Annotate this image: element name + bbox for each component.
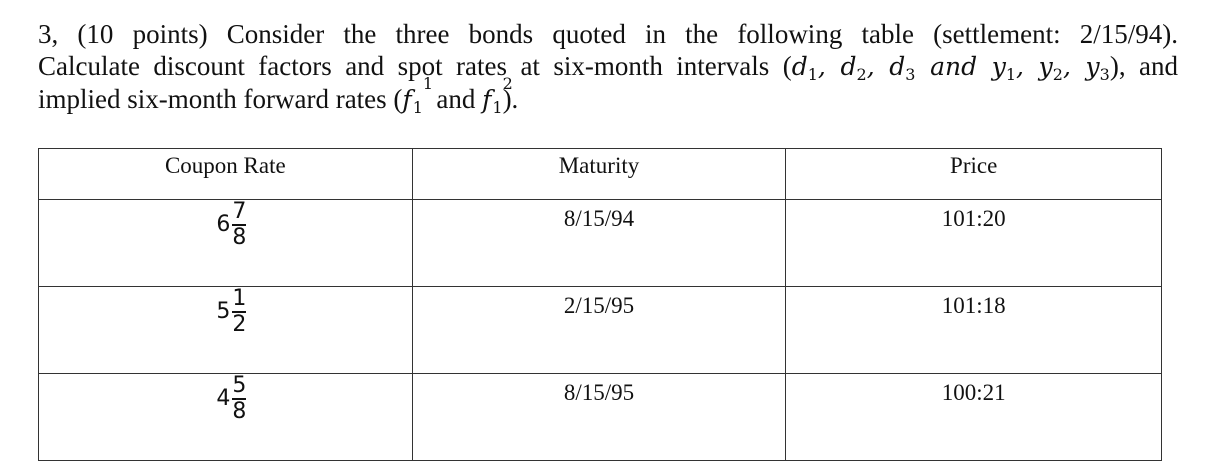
coupon-mixed-number: 5 1 2 [216,286,247,337]
coupon-mixed-number: 6 7 8 [216,199,247,250]
question-text: 3, (10 points) Consider the three bonds … [38,18,1178,116]
header-price: Price [785,148,1162,200]
fraction-bar [232,311,247,313]
table-row: 6 7 8 8/15/94 101:20 [38,199,1162,287]
price-cell: 101:20 [785,199,1162,287]
coupon-denominator: 8 [232,224,247,250]
forward-rate-f1-2: f1 2 [482,74,513,117]
table-row: 4 5 8 8/15/95 100:21 [38,373,1162,461]
coupon-rate-cell: 5 1 2 [38,286,413,374]
coupon-denominator: 8 [232,398,247,424]
coupon-mixed-number: 4 5 8 [216,373,247,424]
coupon-fraction: 5 8 [232,373,247,424]
coupon-denominator: 2 [232,311,247,337]
question-line-2-prefix: Calculate discount factors and spot rate… [38,51,792,81]
question-line-3-prefix: implied six-month forward rates ( [38,84,403,114]
coupon-numerator: 1 [232,286,247,311]
header-coupon-rate: Coupon Rate [38,148,413,200]
question-line-3-suffix: ). [502,84,519,114]
maturity-cell: 2/15/95 [411,286,787,374]
header-maturity: Maturity [411,148,787,200]
price-cell: 101:18 [785,286,1162,374]
coupon-whole: 6 [216,212,231,238]
coupon-whole: 4 [216,386,231,412]
price-cell: 100:21 [785,373,1162,461]
coupon-whole: 5 [216,299,231,325]
question-line-2: Calculate discount factors and spot rate… [38,50,1178,83]
table-row: 5 1 2 2/15/95 101:18 [38,286,1162,374]
fraction-bar [232,224,247,226]
and-word-text: and [436,84,476,114]
question-line-2-suffix: ), and [1109,51,1178,81]
forward-rate-f1-1: f1 1 [402,74,434,117]
discount-spot-variables: d1, d2, d3 and y1, y2, y3 [791,52,1110,84]
coupon-rate-cell: 6 7 8 [38,199,413,287]
coupon-numerator: 5 [232,373,247,398]
maturity-cell: 8/15/94 [411,199,787,287]
table-header-row: Coupon Rate Maturity Price [38,148,1162,200]
coupon-rate-cell: 4 5 8 [38,373,413,461]
coupon-fraction: 1 2 [232,286,247,337]
fraction-bar [232,398,247,400]
coupon-fraction: 7 8 [232,199,247,250]
coupon-numerator: 7 [232,199,247,224]
question-line-3: implied six-month forward rates (f1 1 and… [38,74,1178,117]
maturity-cell: 8/15/95 [411,373,787,461]
bond-table: Coupon Rate Maturity Price 6 7 8 8/15/94… [38,148,1162,461]
question-line-1: 3, (10 points) Consider the three bonds … [38,19,1178,49]
